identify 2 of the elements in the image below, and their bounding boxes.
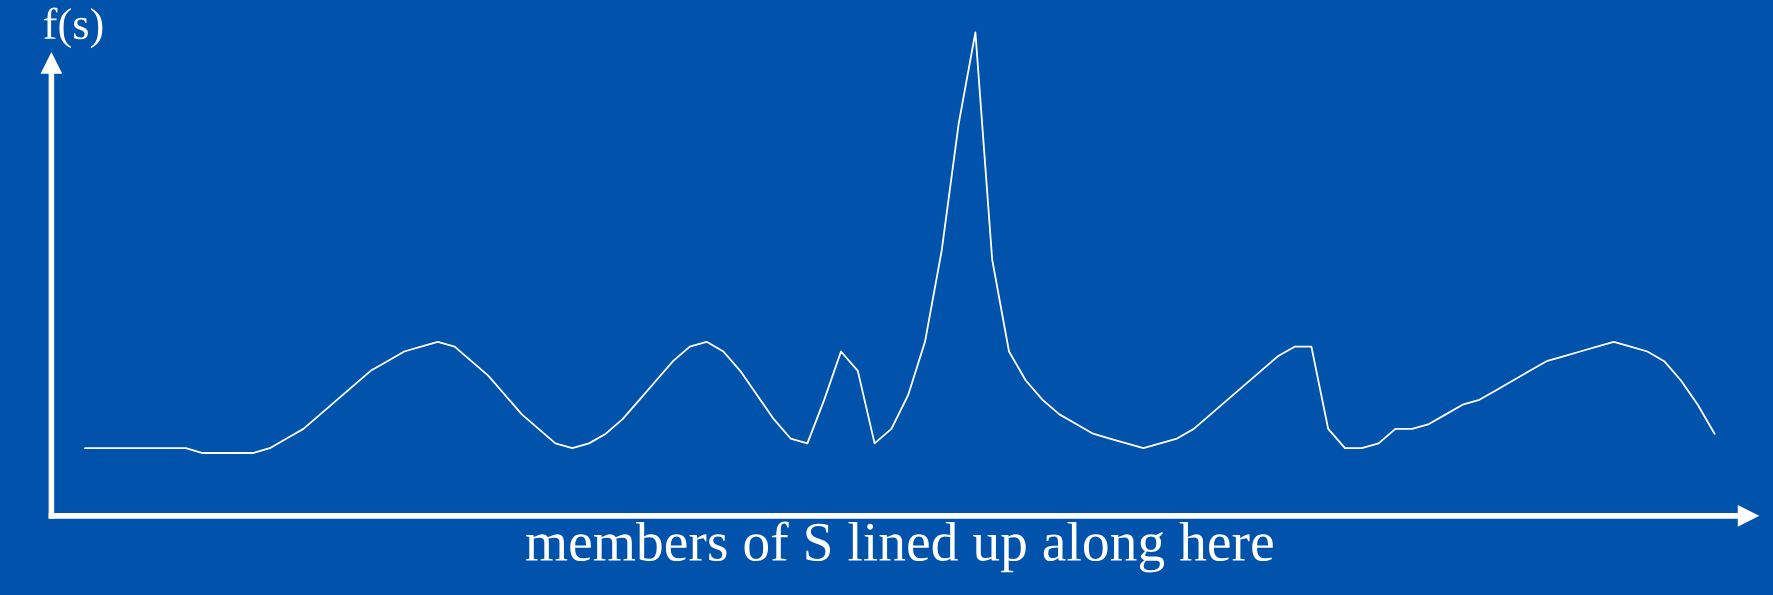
y-axis-title: f(s): [44, 7, 103, 49]
x-axis-title: members of S lined up along here: [526, 521, 1273, 573]
